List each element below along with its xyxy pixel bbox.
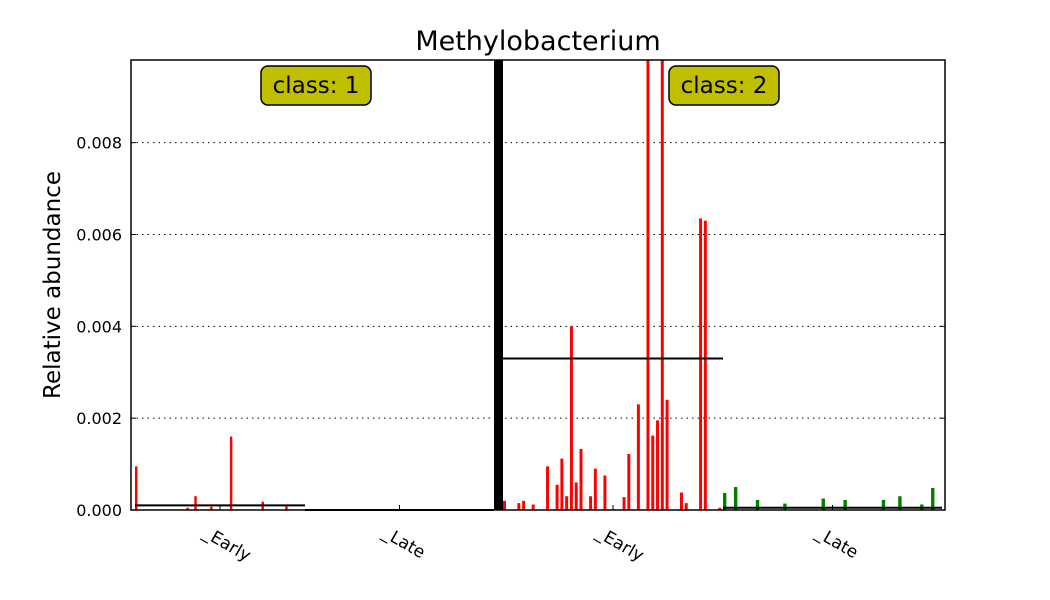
- bar: [579, 448, 583, 510]
- bar: [699, 218, 703, 510]
- class-badge-box: [260, 65, 372, 106]
- bar: [186, 507, 189, 510]
- x-ticks-group: _Early _Late _Early _Late: [199, 505, 861, 567]
- bar: [733, 487, 738, 510]
- bar: [569, 326, 573, 510]
- bar: [503, 500, 506, 510]
- class-badge-label: class: 1: [273, 73, 360, 99]
- bar: [210, 506, 213, 510]
- mean-lines-group: [135, 357, 942, 511]
- x-tick-label: _Late: [811, 523, 861, 564]
- bar: [931, 487, 935, 510]
- bars-group: [135, 60, 935, 510]
- bar: [555, 484, 559, 510]
- x-tick-label: _Early: [199, 523, 254, 567]
- bar: [560, 458, 564, 510]
- y-tick-label: 0.008: [76, 134, 122, 153]
- bar: [679, 492, 683, 510]
- bar: [755, 499, 760, 510]
- bar: [646, 60, 650, 510]
- y-tick-label: 0.002: [76, 409, 122, 428]
- bar: [135, 466, 138, 510]
- chart-title: Methylobacterium: [415, 26, 660, 57]
- y-tick-label: 0.006: [76, 225, 122, 244]
- grid-lines: [131, 142, 945, 419]
- class-badge: class: 1: [260, 65, 372, 106]
- plot-frame: [130, 59, 946, 511]
- bar: [593, 468, 597, 510]
- bar: [651, 435, 655, 510]
- y-ticks-group: 0.000 0.002 0.004 0.006 0.008: [76, 134, 945, 520]
- bar: [898, 496, 902, 510]
- bar: [636, 404, 640, 510]
- class-badge-label: class: 2: [681, 73, 768, 99]
- x-tick-label: _Early: [592, 523, 647, 567]
- bar: [565, 496, 569, 510]
- class-badge: class: 2: [668, 65, 780, 106]
- y-tick-label: 0.000: [76, 501, 122, 520]
- bar: [229, 436, 233, 510]
- class-separator: [494, 60, 503, 510]
- bar: [589, 496, 593, 510]
- bar: [665, 399, 669, 510]
- class-badges-group: class: 1 class: 2: [260, 65, 780, 106]
- bar: [285, 506, 288, 510]
- bar: [821, 498, 825, 510]
- bar: [723, 493, 727, 510]
- bar: [517, 503, 521, 510]
- bar: [194, 496, 197, 510]
- bar: [531, 504, 535, 510]
- y-tick-label: 0.004: [76, 317, 122, 336]
- x-tick-label: _Late: [378, 523, 428, 564]
- bar: [660, 60, 664, 510]
- bar: [881, 499, 886, 510]
- class-badge-box: [668, 65, 780, 106]
- y-axis-label: Relative abundance: [40, 171, 66, 399]
- bar: [603, 475, 607, 510]
- bar: [684, 503, 688, 510]
- bar: [627, 453, 631, 510]
- bar: [622, 497, 626, 510]
- bar: [522, 500, 526, 510]
- bar: [546, 466, 550, 510]
- bar: [843, 499, 847, 510]
- bar: [718, 507, 722, 510]
- bar: [703, 220, 707, 510]
- bar: [656, 420, 660, 510]
- bar: [574, 482, 578, 510]
